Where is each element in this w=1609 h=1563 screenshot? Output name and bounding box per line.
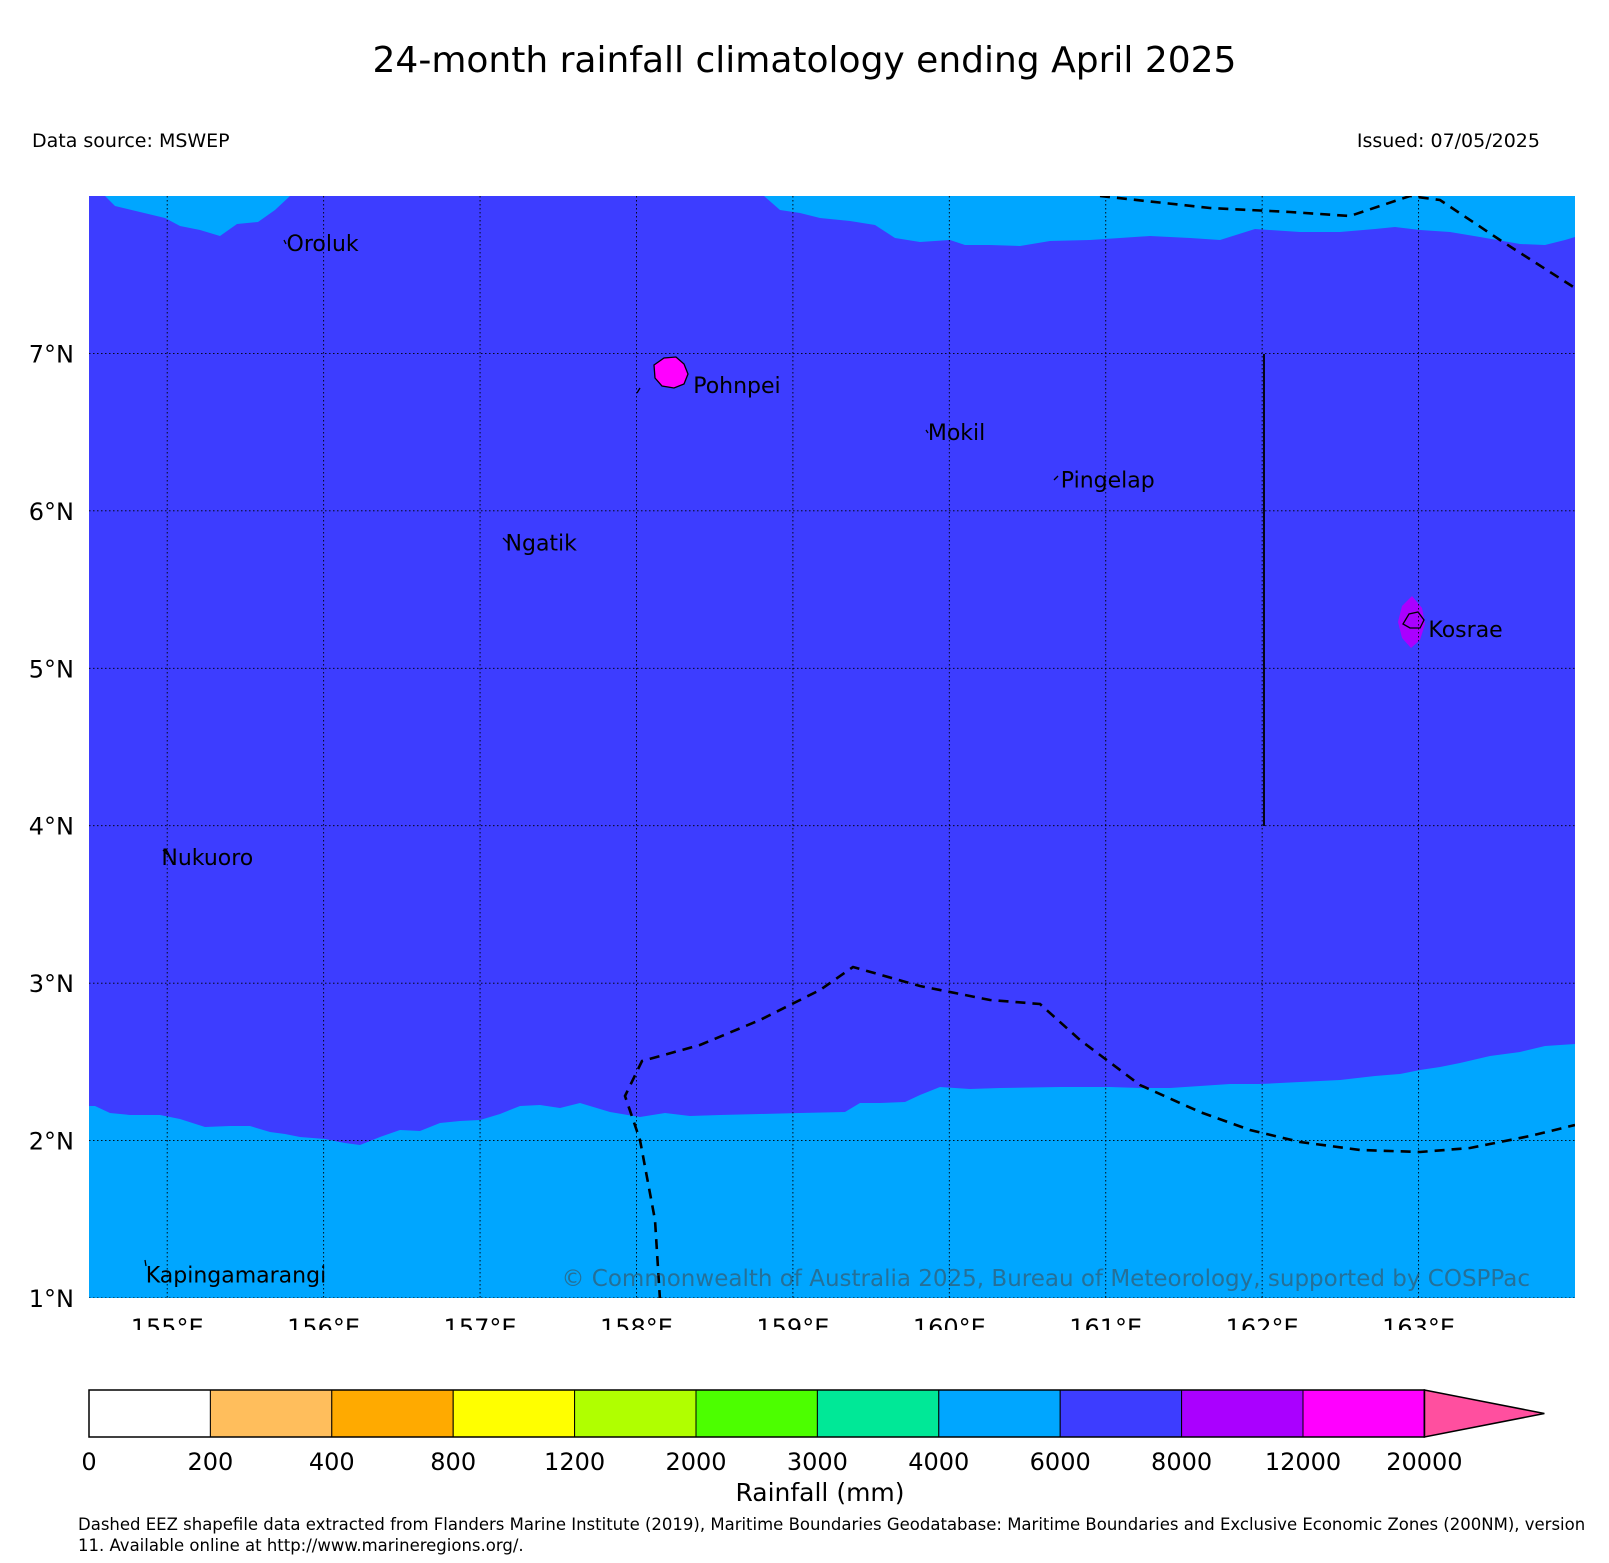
colorbar-title: Rainfall (mm) [735,1478,905,1507]
colorbar-segment [209,1389,333,1438]
place-label: Kapingamarangi [146,1263,326,1288]
colorbar-segment [1059,1389,1183,1438]
lon-tick-label: 155°E [131,1314,204,1330]
kosrae-coastline [1402,611,1425,629]
eez-footnote: Dashed EEZ shapefile data extracted from… [78,1515,1586,1555]
lon-tick-label: 163°E [1382,1314,1455,1330]
place-label: Oroluk [287,232,359,257]
colorbar-segment [695,1389,818,1438]
island-coastlines [144,239,1059,1267]
colorbar-segments [88,1389,1545,1438]
colorbar-extend-arrow [1423,1389,1545,1438]
lon-tick-label: 156°E [287,1314,360,1330]
eez-boundary-lines [623,196,1575,1298]
map-title: 24-month rainfall climatology ending Apr… [372,40,1237,81]
lat-tick-label: 1°N [29,1285,74,1313]
colorbar-tick-label: 200 [187,1448,233,1476]
colorbar-segment [1302,1389,1425,1438]
lon-tick-label: 158°E [600,1314,673,1330]
place-label: Pohnpei [693,374,780,399]
rainfall-map: Oroluk Pohnpei Mokil Pingelap Ngatik Kosrae Nu… [29,196,1575,1330]
place-labels: Oroluk Pohnpei Mokil Pingelap Ngatik Kosrae Nu… [146,232,1503,1288]
colorbar-ticks: 0 200 400 800 1200 2000 3000 4000 6000 8000 12000 2… [81,1448,1462,1476]
colorbar-tick-label: 3000 [787,1448,848,1476]
lon-tick-label: 160°E [913,1314,986,1330]
place-label: Mokil [928,421,985,446]
lon-tick-label: 161°E [1069,1314,1142,1330]
place-label: Pingelap [1061,468,1155,493]
lat-tick-label: 5°N [29,655,74,683]
colorbar-tick-label: 400 [309,1448,355,1476]
lat-tick-label: 7°N [29,340,74,368]
colorbar-segment [452,1389,576,1438]
place-label: Kosrae [1428,618,1502,643]
longitude-ticks: 155°E 156°E 157°E 158°E 159°E 160°E 161°E 162°E… [131,1314,1455,1330]
colorbar-tick-label: 20000 [1386,1448,1462,1476]
lon-tick-label: 162°E [1226,1314,1299,1330]
copyright-notice: © Commonwealth of Australia 2025, Bureau… [561,1266,1530,1292]
colorbar-tick-label: 6000 [1030,1448,1091,1476]
colorbar-tick-label: 1200 [544,1448,605,1476]
colorbar-outline [88,1389,1426,1438]
lat-tick-label: 6°N [29,498,74,526]
latitude-ticks: 1°N 2°N 3°N 4°N 5°N 6°N 7°N [29,340,74,1313]
colorbar-tick-label: 12000 [1265,1448,1341,1476]
data-source-label: Data source: MSWEP [32,130,230,152]
colorbar-segment [816,1389,940,1438]
colorbar-tick-label: 8000 [1151,1448,1212,1476]
lat-tick-label: 4°N [29,813,74,841]
rain-region-12000-20000 [653,356,689,389]
lat-tick-label: 3°N [29,970,74,998]
lat-tick-label: 2°N [29,1128,74,1156]
colorbar-segment [574,1389,697,1438]
colorbar-segment [1181,1389,1304,1438]
colorbar-tick-label: 4000 [908,1448,969,1476]
colorbar-tick-label: 2000 [665,1448,726,1476]
colorbar-tick-label: 0 [81,1448,96,1476]
place-label: Nukuoro [161,846,253,871]
colorbar-segment [331,1389,454,1438]
lon-tick-label: 157°E [444,1314,517,1330]
colorbar-segment [938,1389,1061,1438]
issued-date-label: Issued: 07/05/2025 [1356,130,1540,152]
colorbar-segment [88,1389,211,1438]
rain-region-6000-8000 [89,196,1575,1145]
place-label: Ngatik [506,531,578,556]
colorbar-tick-label: 800 [430,1448,476,1476]
lon-tick-label: 159°E [756,1314,829,1330]
